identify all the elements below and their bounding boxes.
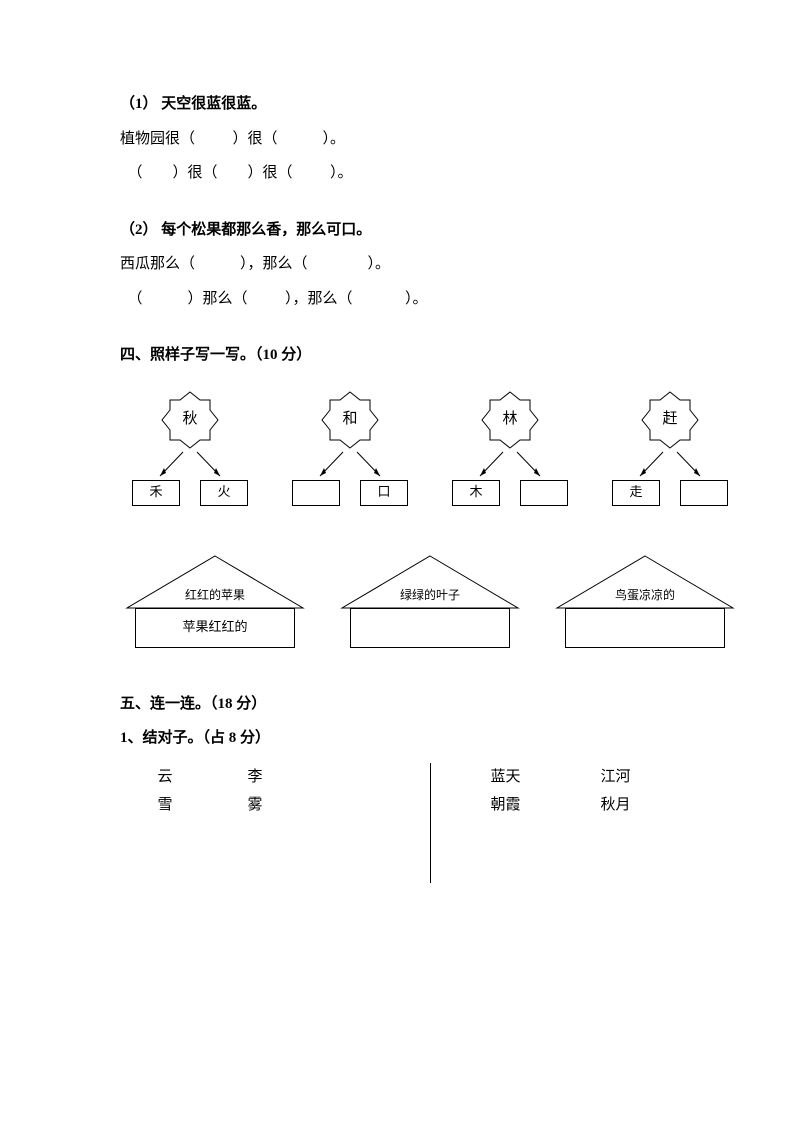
decomp-unit-1: 秋 禾 火 (125, 390, 255, 506)
arrows (285, 450, 415, 480)
pair-item: 李 (210, 763, 300, 792)
pair-row: 蓝天 江河 (451, 763, 741, 792)
boxes-pair: 走 (612, 480, 728, 506)
component-box-left: 木 (452, 480, 500, 506)
roof-text: 红红的苹果 (125, 584, 305, 607)
component-box-left: 走 (612, 480, 660, 506)
component-box-right: 口 (360, 480, 408, 506)
component-box-right (680, 480, 728, 506)
pair-row: 朝霞 秋月 (451, 791, 741, 820)
arrows (125, 450, 255, 480)
q1-l2-p2: ）很（ (173, 165, 218, 181)
section4-title: 四、照样子写一写。（10 分） (120, 341, 740, 370)
star-shape: 秋 (160, 390, 220, 450)
component-box-right (520, 480, 568, 506)
boxes-pair: 口 (292, 480, 408, 506)
pair-item: 江河 (561, 763, 671, 792)
pair-item: 秋月 (561, 791, 671, 820)
q1-blank4 (221, 165, 244, 181)
q1-l2-p1: （ (128, 165, 143, 181)
q1-l1-mid: ）很（ (233, 131, 278, 147)
star-shape: 赶 (640, 390, 700, 450)
q2-blank5 (356, 291, 401, 307)
pair-row: 云 李 (120, 763, 410, 792)
star-char: 秋 (182, 405, 197, 434)
q2-blank1 (199, 256, 237, 272)
pair-item: 蓝天 (451, 763, 561, 792)
q2-l1-mid: ），那么（ (240, 256, 308, 272)
star-shape: 林 (480, 390, 540, 450)
section5-title: 五、连一连。（18 分） (120, 690, 740, 719)
q2-line2: （ ）那么（ ），那么（ ）。 (120, 285, 740, 314)
star-char: 林 (502, 405, 517, 434)
house-body (350, 608, 510, 648)
house-roof: 鸟蛋凉凉的 (555, 554, 735, 609)
house-roof: 红红的苹果 (125, 554, 305, 609)
q1-l1-end: ）。 (323, 131, 346, 147)
decomp-unit-2: 和 口 (285, 390, 415, 506)
q1-blank3 (146, 165, 169, 181)
house-body: 苹果红红的 (135, 608, 295, 648)
q2-blank4 (251, 291, 281, 307)
q2-blank3 (146, 291, 184, 307)
q1-heading: （1） 天空很蓝很蓝。 (120, 90, 740, 119)
q2-line1: 西瓜那么（ ），那么（ ）。 (120, 250, 740, 279)
pair-row: 雪 雾 (120, 791, 410, 820)
pairs-right-column: 蓝天 江河 朝霞 秋月 (451, 763, 741, 883)
house-body (565, 608, 725, 648)
q2-l2-p1: （ (128, 291, 143, 307)
q2-heading: （2） 每个松果都那么香，那么可口。 (120, 216, 740, 245)
component-box-left (292, 480, 340, 506)
roof-text: 绿绿的叶子 (340, 584, 520, 607)
pairs-left-column: 云 李 雪 雾 (120, 763, 410, 883)
arrows (445, 450, 575, 480)
decomp-unit-4: 赶 走 (605, 390, 735, 506)
star-char: 赶 (662, 405, 677, 434)
house-3: 鸟蛋凉凉的 (555, 554, 735, 648)
section5-subtitle: 1、结对子。（占 8 分） (120, 724, 740, 753)
house-row: 红红的苹果 苹果红红的 绿绿的叶子 鸟蛋凉凉的 (120, 554, 740, 648)
q1-blank5 (296, 165, 326, 181)
q1-blank1 (199, 131, 229, 147)
arrows (605, 450, 735, 480)
q1-l1-prefix: 植物园很（ (120, 131, 195, 147)
house-roof: 绿绿的叶子 (340, 554, 520, 609)
pair-item: 朝霞 (451, 791, 561, 820)
boxes-pair: 木 (452, 480, 568, 506)
vertical-divider (430, 763, 431, 883)
decomp-unit-3: 林 木 (445, 390, 575, 506)
house-1: 红红的苹果 苹果红红的 (125, 554, 305, 648)
q1-blank2 (281, 131, 319, 147)
q2-l2-p3: ），那么（ (285, 291, 353, 307)
q2-l1-end: ）。 (368, 256, 391, 272)
pair-item: 雪 (120, 791, 210, 820)
roof-text: 鸟蛋凉凉的 (555, 584, 735, 607)
pairs-area: 云 李 雪 雾 蓝天 江河 朝霞 秋月 (120, 763, 740, 883)
q2-blank2 (311, 256, 364, 272)
pair-item: 云 (120, 763, 210, 792)
q2-l2-p4: ）。 (405, 291, 428, 307)
star-shape: 和 (320, 390, 380, 450)
q1-l2-p4: ）。 (330, 165, 353, 181)
q2-l2-p2: ）那么（ (188, 291, 248, 307)
q1-line1: 植物园很（ ）很（ ）。 (120, 125, 740, 154)
star-char: 和 (342, 405, 357, 434)
house-2: 绿绿的叶子 (340, 554, 520, 648)
q2-l1-prefix: 西瓜那么（ (120, 256, 195, 272)
q1-l2-p3: ）很（ (248, 165, 293, 181)
decomposition-row: 秋 禾 火 和 口 林 木 (120, 390, 740, 506)
boxes-pair: 禾 火 (132, 480, 248, 506)
component-box-right: 火 (200, 480, 248, 506)
q1-line2: （ ）很（ ）很（ ）。 (120, 159, 740, 188)
pair-item: 雾 (210, 791, 300, 820)
component-box-left: 禾 (132, 480, 180, 506)
